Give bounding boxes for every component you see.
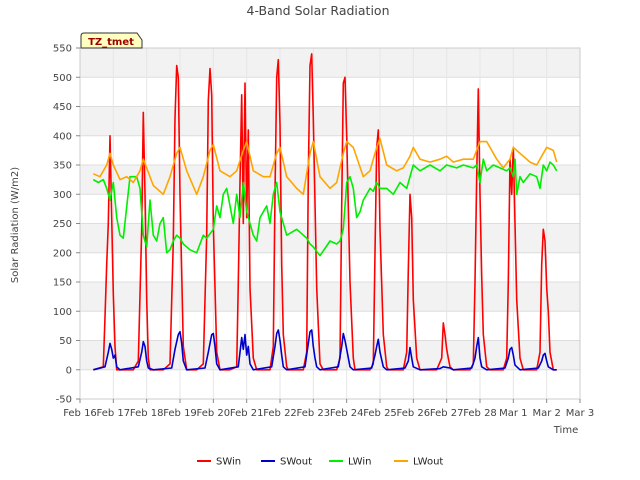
plot-band bbox=[80, 223, 580, 253]
plot-band bbox=[80, 340, 580, 370]
x-tick-label: Feb 28 bbox=[463, 408, 497, 419]
x-tick-label: Feb 21 bbox=[230, 408, 264, 419]
x-axis-title: Time bbox=[553, 425, 578, 436]
x-tick-label: Mar 1 bbox=[499, 408, 527, 419]
y-tick-label: 400 bbox=[53, 131, 72, 142]
x-tick-label: Feb 20 bbox=[197, 408, 231, 419]
x-tick-label: Feb 18 bbox=[130, 408, 164, 419]
series-line-swin bbox=[93, 53, 557, 371]
y-tick-label: 450 bbox=[53, 102, 72, 113]
x-tick-label: Feb 25 bbox=[363, 408, 397, 419]
station-badge: TZ_tmet bbox=[80, 32, 143, 49]
series-layer bbox=[92, 53, 558, 371]
y-tick-label: -50 bbox=[56, 395, 72, 406]
x-tick-label: Feb 26 bbox=[397, 408, 431, 419]
legend-label-lwin: LWin bbox=[348, 457, 371, 468]
plot-band bbox=[80, 106, 580, 136]
y-tick-label: 0 bbox=[66, 365, 72, 376]
y-tick-label: 250 bbox=[53, 219, 72, 230]
x-tick-label: Feb 17 bbox=[97, 408, 131, 419]
y-tick-label: 350 bbox=[53, 161, 72, 172]
x-tick-label: Feb 27 bbox=[430, 408, 464, 419]
x-tick-label: Mar 2 bbox=[532, 408, 560, 419]
chart-title: 4-Band Solar Radiation bbox=[247, 3, 390, 18]
y-tick-label: 100 bbox=[53, 307, 72, 318]
axes: -50 0 50 100 150 200 250 300 350 400 450 500 550 Feb … bbox=[53, 44, 594, 420]
x-tick-label: Feb 23 bbox=[297, 408, 331, 419]
y-axis-title: Solar Radiation (W/m2) bbox=[10, 167, 21, 283]
y-tick-label: 50 bbox=[59, 336, 72, 347]
x-tick-label: Feb 19 bbox=[163, 408, 197, 419]
plot-band bbox=[80, 48, 580, 78]
y-tick-label: 200 bbox=[53, 248, 72, 259]
series-line-swout bbox=[93, 329, 557, 371]
y-tick-label: 150 bbox=[53, 278, 72, 289]
series-line-lwout bbox=[92, 137, 558, 196]
x-tick-label: Feb 22 bbox=[263, 408, 297, 419]
plot-band bbox=[80, 165, 580, 195]
legend: SWin SWout LWin LWout bbox=[197, 457, 443, 468]
x-tick-label: Mar 3 bbox=[566, 408, 594, 419]
y-tick-label: 500 bbox=[53, 73, 72, 84]
y-tick-label: 300 bbox=[53, 190, 72, 201]
x-tick-label: Feb 24 bbox=[330, 408, 364, 419]
legend-label-lwout: LWout bbox=[413, 457, 443, 468]
series-line-lwin bbox=[92, 158, 558, 257]
legend-label-swout: SWout bbox=[280, 457, 312, 468]
station-badge-label: TZ_tmet bbox=[88, 37, 134, 48]
x-tick-label: Feb 16 bbox=[63, 408, 97, 419]
y-tick-label: 550 bbox=[53, 44, 72, 55]
plot-band bbox=[80, 282, 580, 312]
legend-label-swin: SWin bbox=[216, 457, 241, 468]
